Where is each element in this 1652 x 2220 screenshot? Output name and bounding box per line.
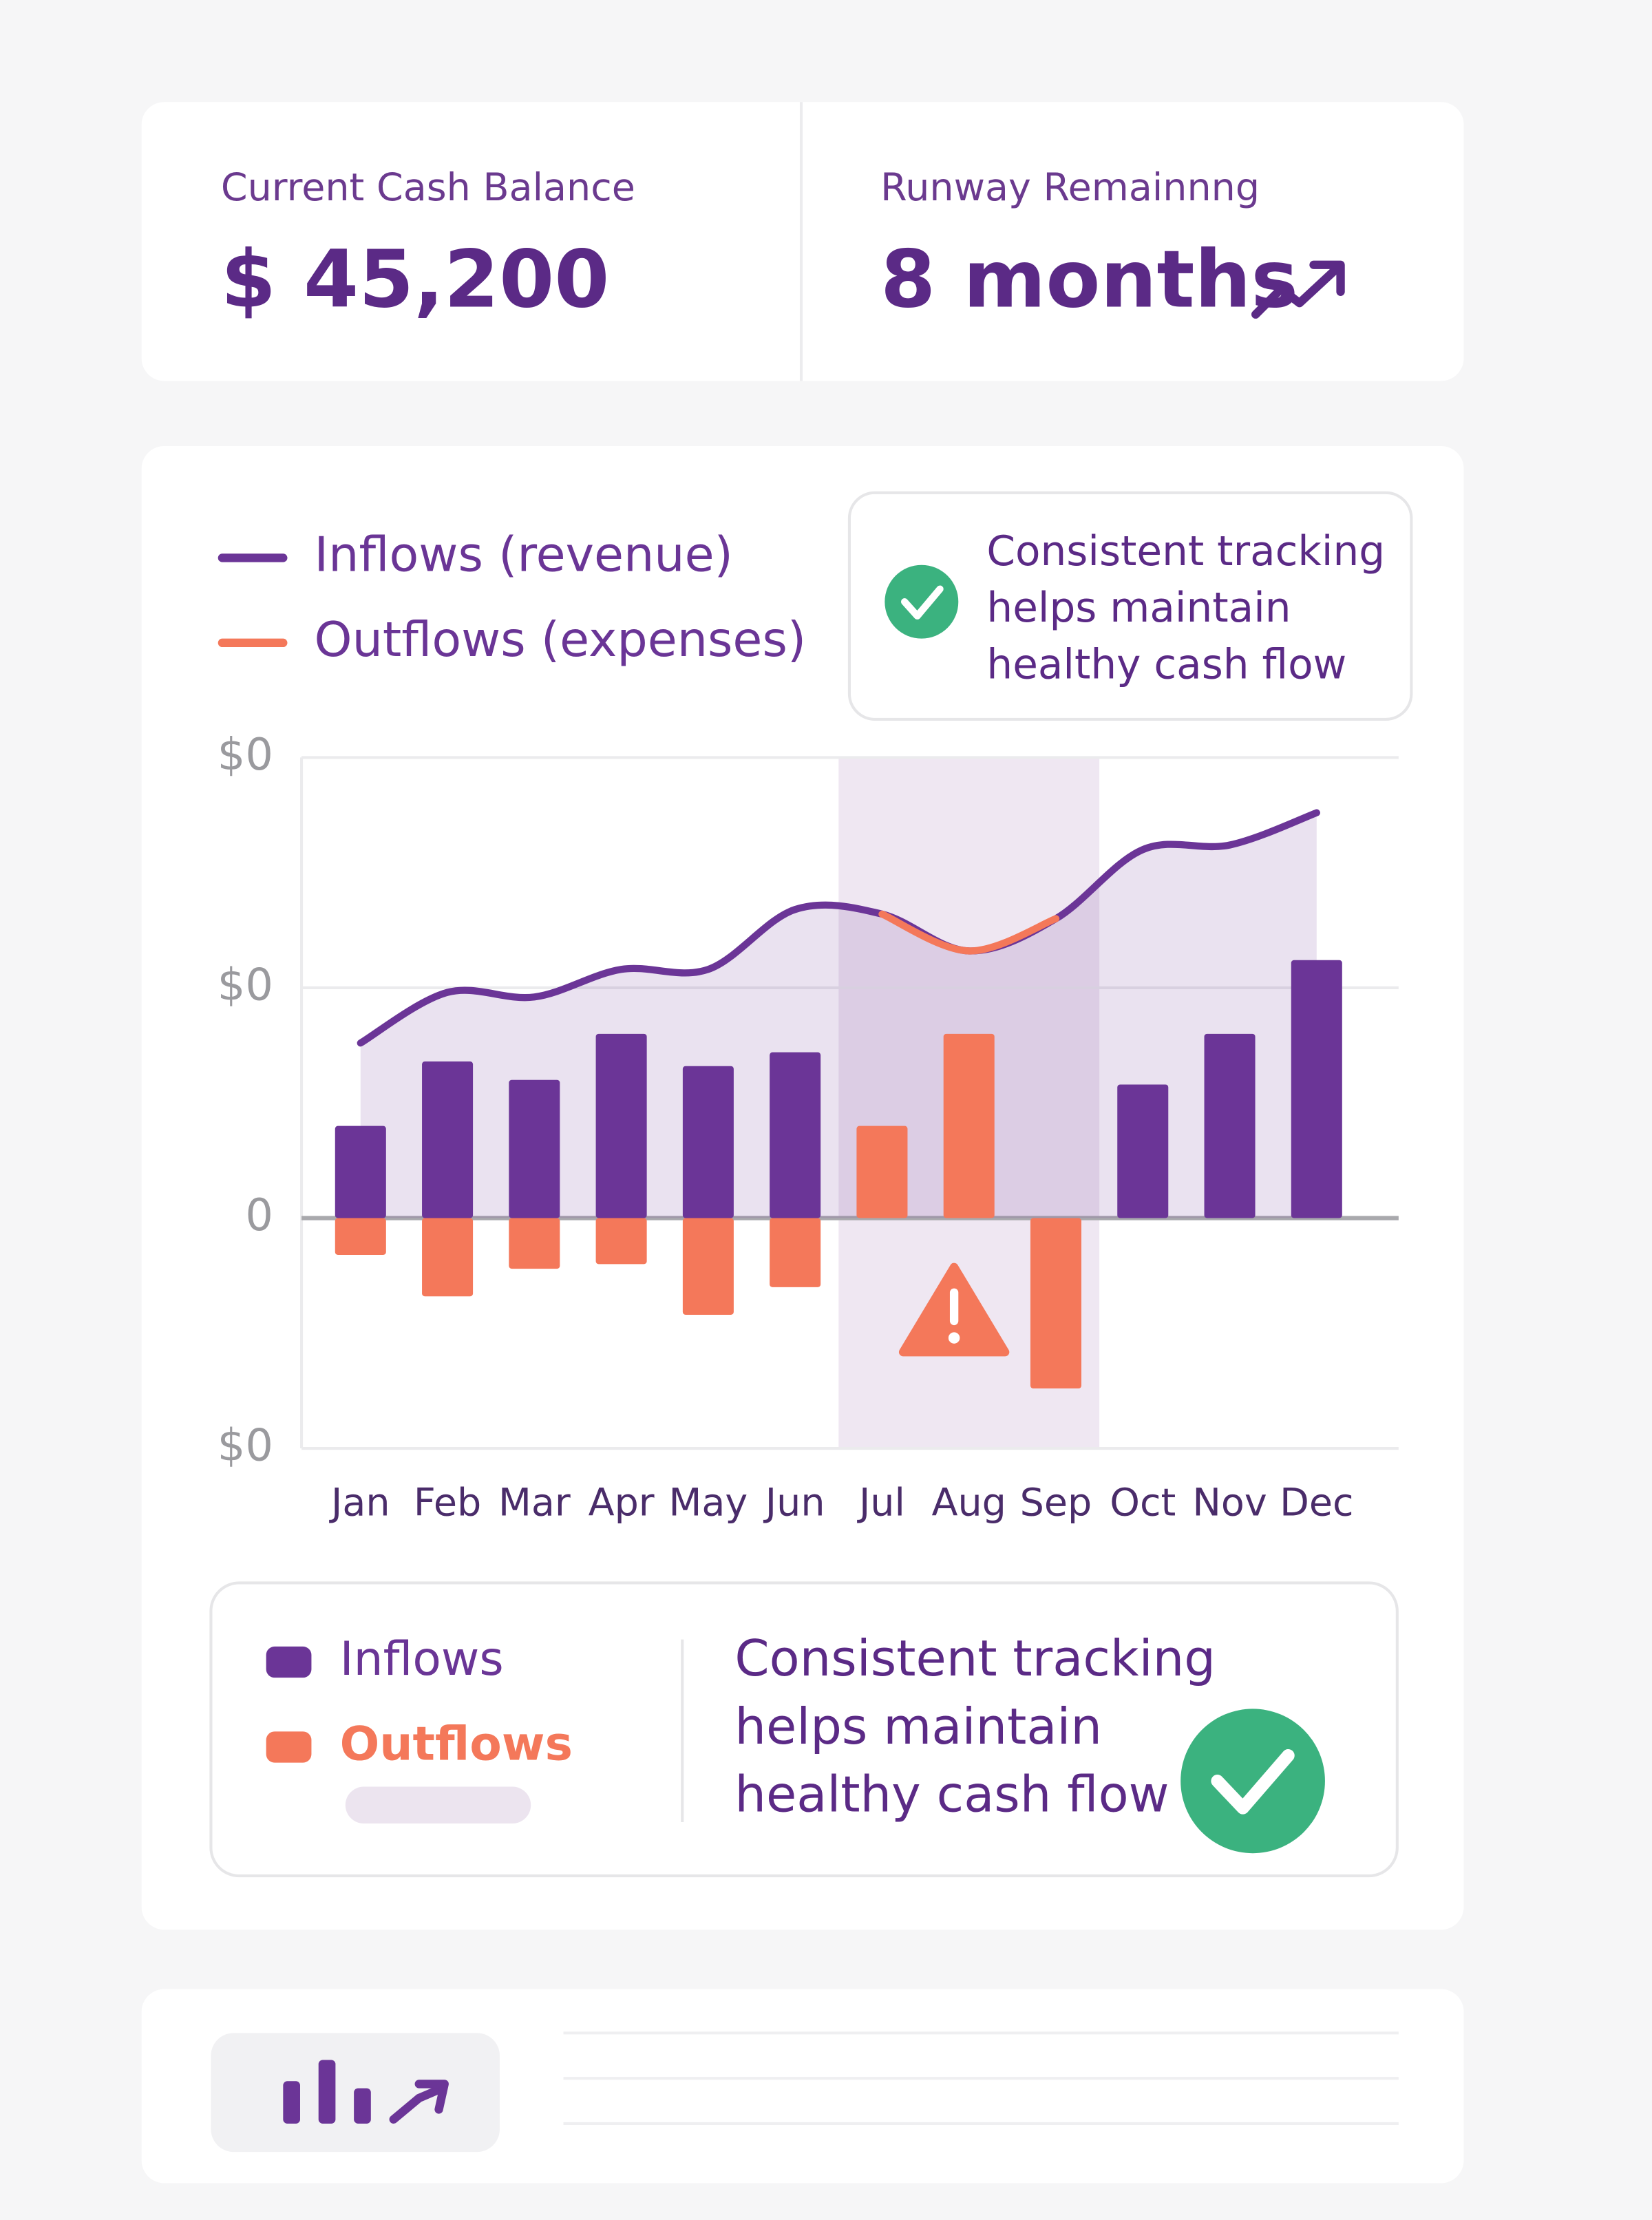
x-tick-label: Jan (329, 1480, 390, 1525)
bar (943, 1033, 995, 1218)
bar (422, 1218, 474, 1297)
warning-icon (898, 1262, 1010, 1357)
legend-swatch (266, 1646, 312, 1678)
x-tick-label: Nov (1192, 1480, 1267, 1525)
chart-icon (283, 2060, 449, 2124)
check-mark (1211, 1749, 1295, 1815)
y-tick-label: $0 (218, 960, 273, 1011)
x-tick-label: Apr (589, 1480, 655, 1525)
highlight-line (878, 910, 1060, 955)
legend: Inflows Outflows (266, 1632, 573, 1772)
x-tick-label: Jun (763, 1480, 825, 1525)
bar (1030, 1218, 1082, 1389)
kpi-label: Runway Remainnng (880, 165, 1260, 210)
bar (770, 1052, 821, 1218)
bar (1204, 1033, 1256, 1218)
legend-label: Inflows (340, 1632, 504, 1687)
callout-text: helps maintain (986, 584, 1291, 632)
check-icon (885, 564, 959, 639)
kpi-value: 8 months (880, 233, 1298, 326)
y-tick-label: 0 (245, 1190, 273, 1241)
legend-label: Outflows (340, 1717, 573, 1771)
bar (509, 1218, 560, 1269)
x-tick-label: Aug (932, 1480, 1006, 1525)
bar (422, 1061, 474, 1218)
bar (1117, 1084, 1169, 1218)
callout-box (847, 491, 1413, 721)
bar (770, 1218, 821, 1287)
bar (509, 1079, 560, 1218)
trend-icon (1251, 260, 1345, 319)
bar (595, 1218, 647, 1265)
legend-swatch (266, 1731, 312, 1763)
summary-text: helps maintain (734, 1698, 1102, 1755)
bar (682, 1066, 734, 1218)
inflow-line (357, 809, 1320, 1047)
x-tick-label: Jul (857, 1480, 905, 1525)
x-tick-label: Oct (1110, 1480, 1176, 1525)
check-icon (1180, 1709, 1325, 1854)
bar (1291, 960, 1342, 1218)
placeholder-pill (345, 1786, 531, 1824)
summary-text: healthy cash flow (734, 1766, 1169, 1823)
callout-text: Consistent tracking (986, 528, 1385, 575)
check-mark (900, 585, 944, 620)
bar (335, 1125, 386, 1218)
kpi-label: Current Cash Balance (221, 165, 635, 210)
x-tick-label: Dec (1280, 1480, 1353, 1525)
y-tick-label: $0 (218, 1421, 273, 1472)
y-tick-label: $0 (218, 730, 273, 781)
x-tick-label: May (669, 1480, 748, 1525)
x-tick-label: Mar (498, 1480, 571, 1525)
x-tick-label: Sep (1020, 1480, 1092, 1525)
bar (595, 1033, 647, 1218)
legend-label: Outflows (expenses) (315, 612, 807, 668)
legend: Inflows (revenue) Outflows (expenses) (218, 527, 807, 668)
bar (335, 1218, 386, 1256)
callout-text: healthy cash flow (986, 641, 1346, 688)
kpi-value: $ 45,200 (221, 233, 610, 326)
x-tick-label: Feb (414, 1480, 481, 1525)
bar (856, 1125, 908, 1218)
bar (682, 1218, 734, 1315)
summary-text: Consistent tracking (734, 1629, 1216, 1687)
legend-label: Inflows (revenue) (315, 527, 733, 582)
